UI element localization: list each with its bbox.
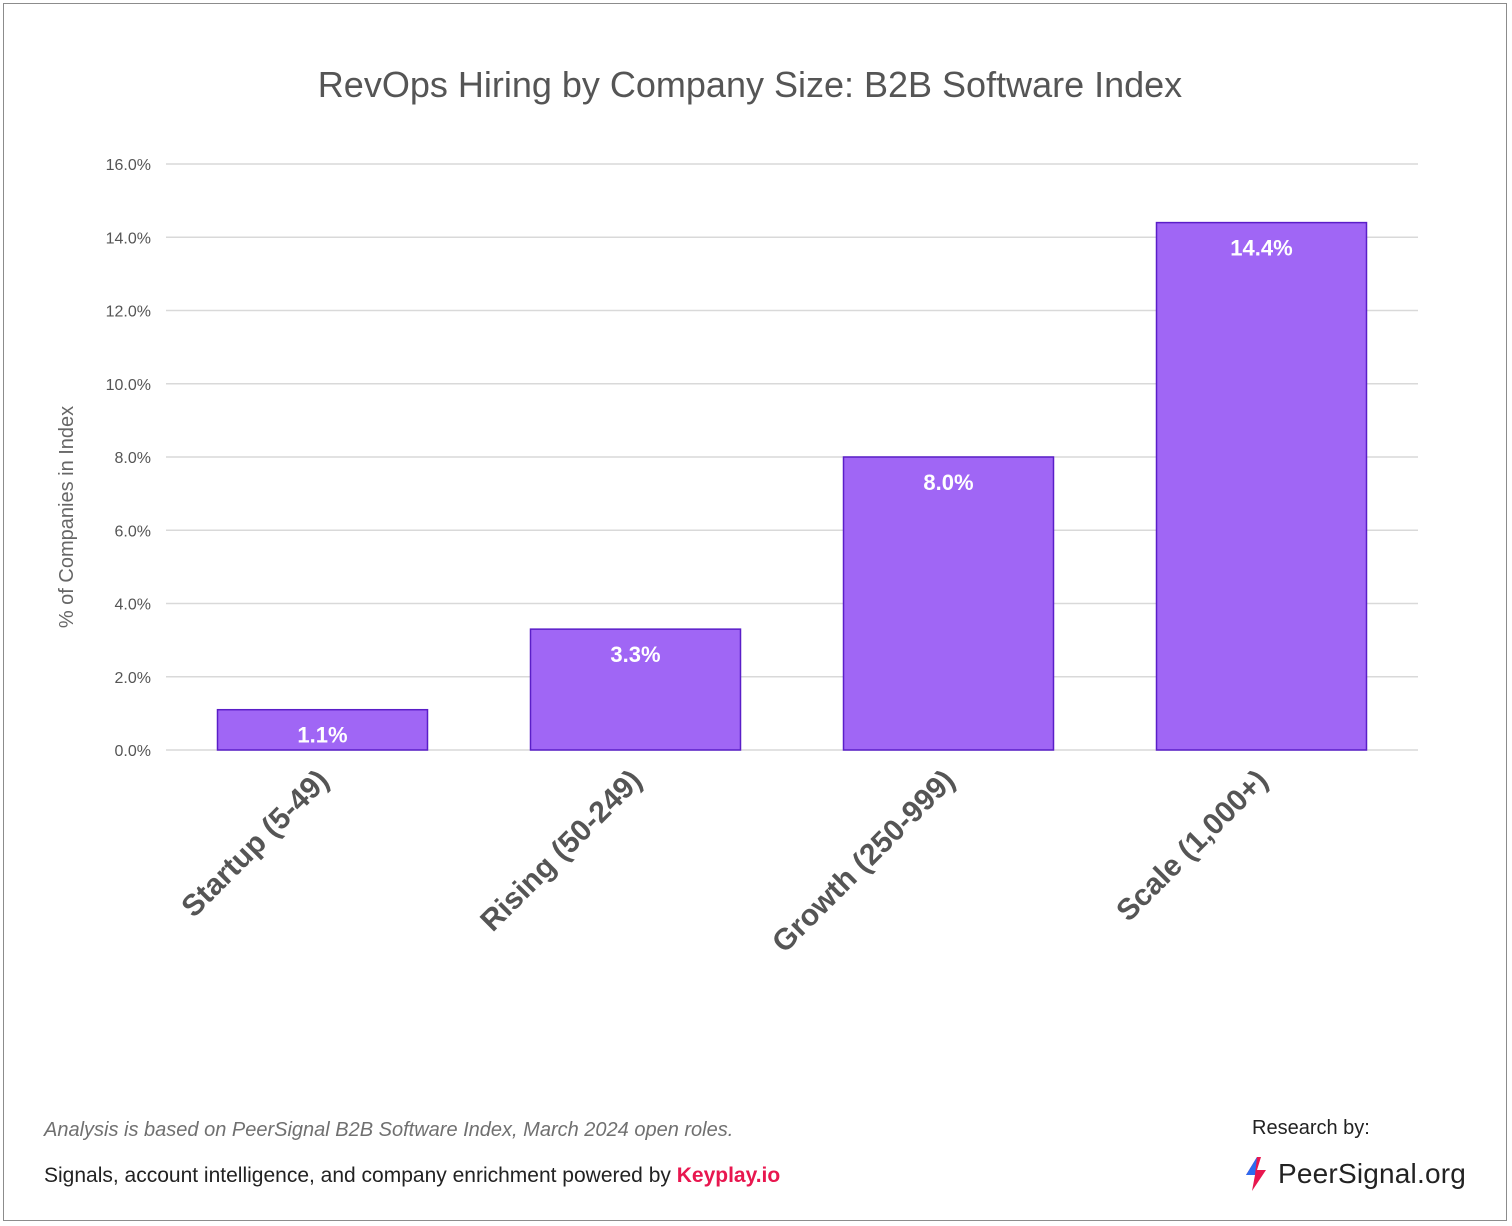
x-tick-label: Growth (250-999): [766, 764, 961, 959]
y-tick-label: 6.0%: [115, 523, 151, 540]
chart-title: RevOps Hiring by Company Size: B2B Softw…: [318, 64, 1182, 105]
bar: [216, 708, 429, 751]
bar-value-label: 3.3%: [610, 642, 660, 667]
bar-value-label: 1.1%: [297, 723, 347, 748]
credits-text: Signals, account intelligence, and compa…: [44, 1164, 677, 1187]
logo-text: PeerSignal.org: [1278, 1158, 1467, 1189]
chart-frame: RevOps Hiring by Company Size: B2B Softw…: [3, 3, 1507, 1221]
bar-chart: RevOps Hiring by Company Size: B2B Softw…: [56, 64, 1418, 959]
bar-value-label: 8.0%: [923, 470, 973, 495]
x-tick-label: Scale (1,000+): [1110, 764, 1274, 928]
credits-line: Signals, account intelligence, and compa…: [44, 1164, 780, 1188]
keyplay-link[interactable]: Keyplay.io: [676, 1164, 781, 1187]
y-tick-label: 12.0%: [106, 304, 151, 321]
y-tick-label: 10.0%: [106, 377, 151, 394]
bar: [529, 628, 742, 751]
footnote: Analysis is based on PeerSignal B2B Soft…: [44, 1119, 734, 1141]
y-tick-label: 4.0%: [115, 597, 151, 614]
y-tick-label: 2.0%: [115, 670, 151, 687]
x-tick-label: Rising (50-249): [474, 764, 648, 938]
y-axis-label: % of Companies in Index: [56, 406, 78, 628]
y-tick-label: 16.0%: [106, 157, 151, 174]
peersignal-logo: PeerSignal.org: [1244, 1154, 1466, 1194]
research-by-label: Research by:: [1252, 1117, 1370, 1139]
bar: [1155, 221, 1368, 751]
x-tick-label: Startup (5-49): [175, 764, 335, 924]
bar: [842, 456, 1055, 751]
peersignal-logo-icon: [1246, 1157, 1266, 1191]
bar-value-label: 14.4%: [1230, 236, 1292, 261]
y-tick-label: 14.0%: [106, 230, 151, 247]
y-tick-label: 8.0%: [115, 450, 151, 467]
y-tick-label: 0.0%: [115, 743, 151, 760]
